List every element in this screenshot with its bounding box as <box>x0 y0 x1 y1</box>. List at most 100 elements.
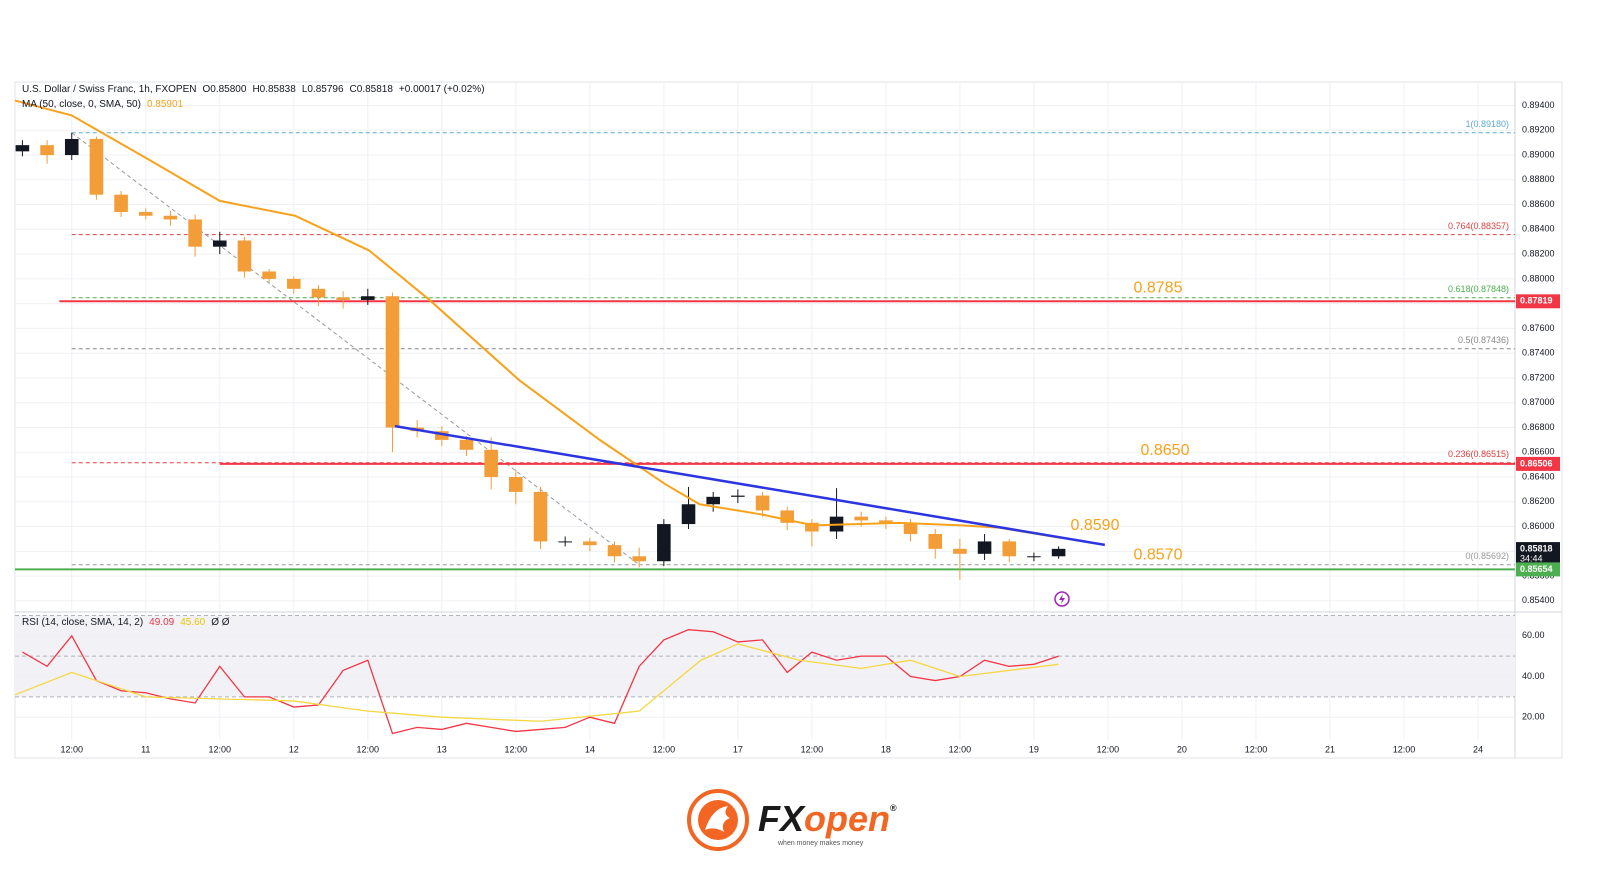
level-label: 0.8785 <box>1134 280 1183 297</box>
y-tick-label: 0.87000 <box>1522 397 1555 407</box>
y-tick-label: 0.87200 <box>1522 372 1555 382</box>
logo-dragon <box>705 806 730 832</box>
fib-label: 0.5(0.87436) <box>1458 335 1509 345</box>
plot: 12:00 11 12:00 12 12:00 13 12:00 14 12:00 17 12:00… <box>14 99 1560 754</box>
candle-body <box>262 271 276 279</box>
x-tick-label: 12:00 <box>505 744 528 754</box>
y-tick-label: 0.86600 <box>1522 447 1555 457</box>
candle-body <box>484 449 498 478</box>
x-tick-label: 12:00 <box>1393 744 1416 754</box>
ohlc-change: +0.00017 (+0.02%) <box>399 84 485 95</box>
y-tick-label: 60.00 <box>1522 630 1545 640</box>
ohlc-close: C0.85818 <box>350 84 394 95</box>
fib-label: 0.618(0.87848) <box>1448 284 1509 294</box>
y-tick-label: 0.86800 <box>1522 422 1555 432</box>
fib-label: 0.764(0.88357) <box>1448 221 1509 231</box>
x-tick-label: 19 <box>1029 744 1039 754</box>
y-tick-label: 0.86200 <box>1522 496 1555 506</box>
x-tick-label: 21 <box>1325 744 1335 754</box>
candle-body <box>903 522 918 534</box>
ma-legend: MA (50, close, 0, SMA, 50) 0.85901 <box>22 99 184 110</box>
candle-body <box>854 516 869 521</box>
price-tag-label: 0.86506 <box>1520 458 1553 468</box>
y-tick-label: 0.88200 <box>1522 249 1555 259</box>
ma-label: MA (50, close, 0, SMA, 50) <box>22 99 141 110</box>
symbol: U.S. Dollar / Swiss Franc, 1h, FXOPEN <box>22 84 197 95</box>
candle-body <box>114 194 128 213</box>
rsi-line <box>14 643 1059 722</box>
x-tick-label: 20 <box>1177 744 1187 754</box>
logo-fx: FX <box>758 798 806 839</box>
y-tick-label: 0.88800 <box>1522 174 1555 184</box>
candle-body <box>188 219 202 247</box>
candle-body <box>607 545 622 557</box>
candle-body <box>435 431 449 440</box>
rsi-legend: RSI (14, close, SMA, 14, 2) 49.09 45.60 Ø Ø <box>22 617 230 628</box>
logo: FXopen® when money makes money <box>687 789 897 851</box>
candle-body <box>657 524 671 562</box>
rsi-readout: Ø Ø <box>211 617 230 628</box>
candle-body <box>1027 556 1041 558</box>
x-tick-label: 13 <box>437 744 447 754</box>
candle-body <box>805 522 819 532</box>
candle-body <box>1002 541 1017 557</box>
candle-body <box>583 541 597 546</box>
level-label: 0.8650 <box>1141 442 1190 459</box>
y-tick-label: 0.88400 <box>1522 224 1555 234</box>
rsi-line <box>22 629 1059 735</box>
moving-average <box>14 99 1060 539</box>
x-tick-label: 12:00 <box>949 744 972 754</box>
x-tick-label: 18 <box>881 744 891 754</box>
x-tick-label: 12:00 <box>1245 744 1268 754</box>
price-tag <box>1516 542 1560 567</box>
x-tick-label: 11 <box>141 744 150 754</box>
price-tag <box>1516 456 1560 471</box>
x-tick-label: 24 <box>1473 744 1483 754</box>
rsi-label: RSI (14, close, SMA, 14, 2) <box>22 617 143 628</box>
x-tick-label: 12:00 <box>653 744 676 754</box>
y-tick-label: 0.86400 <box>1522 471 1555 481</box>
ohlc-open: O0.85800 <box>203 84 247 95</box>
trendline-label: 0.8590 <box>1071 517 1120 534</box>
candle-body <box>706 496 720 505</box>
candle-body <box>533 491 548 542</box>
chart-frame <box>14 81 1563 759</box>
y-tick-label: 0.88600 <box>1522 199 1555 209</box>
x-tick-label: 14 <box>585 744 595 754</box>
fib-label: 0(0.85692) <box>1465 551 1509 561</box>
price-tag-label: 0.87819 <box>1520 296 1553 306</box>
ma-readout: 0.85901 <box>147 99 184 110</box>
y-tick-label: 0.89400 <box>1522 100 1555 110</box>
candle-body <box>89 138 104 195</box>
price-tag <box>1516 562 1560 577</box>
alert-icon <box>1054 591 1070 607</box>
candle-body <box>879 520 893 523</box>
candle-body <box>237 240 252 272</box>
y-tick-label: 0.87400 <box>1522 348 1555 358</box>
countdown: 34:44 <box>1520 553 1543 563</box>
candle-body <box>755 495 770 511</box>
y-tick-label: 0.88000 <box>1522 273 1555 283</box>
logo-text: FXopen® <box>758 798 897 839</box>
candle-body <box>632 556 646 562</box>
fib-label: 1(0.89180) <box>1465 119 1509 129</box>
ohlc-low: L0.85796 <box>302 84 344 95</box>
candle-body <box>459 439 474 450</box>
candle-body <box>731 495 745 497</box>
x-tick-label: 12:00 <box>357 744 380 754</box>
x-tick-label: 12:00 <box>209 744 232 754</box>
y-tick-label: 0.85400 <box>1522 595 1555 605</box>
alert-circle <box>1054 591 1070 607</box>
candle-body <box>928 533 943 549</box>
price-tag-label: 0.85818 <box>1520 543 1553 553</box>
candle-body <box>286 278 301 289</box>
y-tick-label: 0.87600 <box>1522 323 1555 333</box>
grid <box>15 82 1562 758</box>
candle-body <box>163 215 178 220</box>
candle-body <box>509 477 523 492</box>
candle-body <box>953 548 967 554</box>
candle-body <box>336 297 350 300</box>
alert-bolt <box>1059 594 1065 604</box>
